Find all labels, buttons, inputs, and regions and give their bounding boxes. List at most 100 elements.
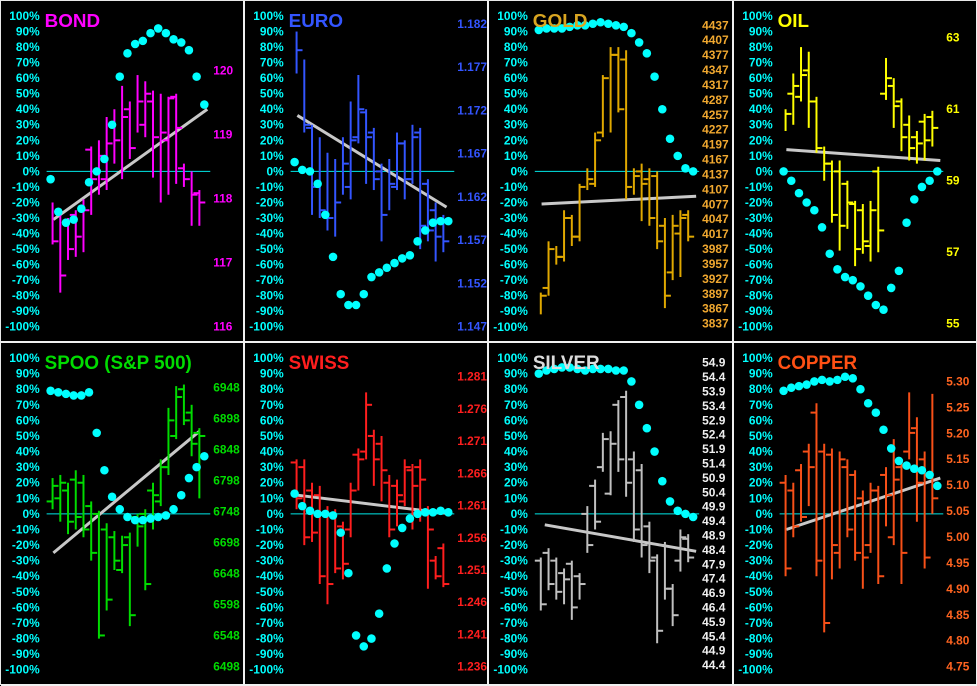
oscillator-dot	[115, 72, 125, 81]
right-price-axis: 6948 6898 6848 6798 6748 6698 6648 6598 6548 6498	[213, 381, 240, 674]
price-tick-label: 6648	[213, 567, 240, 581]
percent-tick-label: -20%	[745, 195, 773, 209]
swiss-chart: 100% 90%80% 70%60% 50% 40%30% 20%10% 0%-10% -20…	[249, 351, 487, 677]
oscillator-dot	[588, 364, 598, 374]
price-tick-label: 59	[946, 174, 960, 188]
oscillator-dot	[779, 167, 788, 176]
oscillator-dot	[909, 195, 919, 204]
price-tick-label: 44.4	[702, 658, 726, 672]
price-tick-label: 1.182	[457, 17, 487, 31]
percent-tick-label: 90%	[16, 367, 40, 381]
oscillator-dot	[871, 300, 881, 310]
percent-tick-label: 20%	[749, 133, 773, 147]
oscillator-dot	[603, 19, 613, 29]
oscillator-dot	[802, 380, 811, 389]
percent-tick-label: 70%	[749, 398, 773, 412]
oscillator-dot	[542, 366, 551, 375]
percent-tick-label: -70%	[12, 273, 40, 287]
oscillator-dot	[557, 24, 567, 33]
left-percent-axis: 100%90%80%70%60%50%40%30%20%10%0%-10%-20…	[5, 351, 40, 677]
price-tick-label: 50.9	[702, 471, 726, 485]
percent-tick-label: -40%	[12, 227, 40, 241]
gold-chart: 100% 90%80% 70%60% 50%40% 30%20% 10%0% -10%-20…	[493, 9, 729, 334]
oscillator-dot	[817, 375, 827, 385]
percent-tick-label: 40%	[749, 102, 773, 116]
left-percent-axis: 100%90%80%70%60%50%40%30%20%10%0%-10%-20…	[493, 9, 528, 334]
oscillator-dot	[848, 275, 858, 285]
price-tick-label: 3897	[702, 287, 729, 301]
percent-tick-label: -80%	[745, 632, 773, 646]
oscillator-dots	[46, 24, 209, 227]
percent-tick-label: 0%	[22, 507, 40, 521]
percent-tick-label: 90%	[16, 25, 40, 39]
oscillator-dot	[794, 381, 804, 391]
panel-silver: 100% 90% 80% 70% 60% 50% 40% 30% 20% 10% 0% -10% -20…	[489, 343, 734, 686]
oscillator-dot	[200, 100, 209, 109]
percent-tick-label: 80%	[260, 382, 284, 396]
oscillator-dot	[344, 300, 353, 310]
price-bars	[46, 384, 206, 639]
percent-tick-label: 10%	[504, 491, 528, 505]
oscillator-dot	[833, 375, 842, 385]
oscillator-dot	[933, 481, 942, 491]
percent-tick-label: -10%	[500, 180, 528, 194]
oscillator-dot	[374, 268, 384, 277]
oscillator-dot	[634, 400, 644, 410]
oscillator-dot	[61, 218, 71, 227]
oscillator-dot	[902, 461, 911, 470]
oscillator-dot	[420, 508, 430, 517]
panel-spoo: 100% 90% 80% 70% 60% 50% 40% 30% 20% 10% 0% -10% -20…	[1, 343, 245, 686]
percent-tick-label: -30%	[256, 211, 284, 225]
oscillator-dot	[650, 447, 659, 456]
percent-tick-label: 50%	[260, 87, 284, 101]
price-tick-label: 3987	[702, 242, 729, 256]
price-tick-label: 4377	[702, 48, 729, 62]
price-tick-label: 6898	[213, 412, 240, 426]
oscillator-dot	[840, 272, 850, 282]
percent-tick-label: -40%	[500, 227, 528, 241]
percent-tick-label: -50%	[500, 585, 528, 599]
panel-bond: 100% 90% 80% 70% 60% 50% 40% 30% 20% 10% 0% -10% -20…	[1, 1, 245, 343]
percent-tick-label: 10%	[749, 149, 773, 163]
percent-tick-label: -50%	[12, 242, 40, 256]
oscillator-dot	[290, 157, 299, 167]
oscillator-dot	[565, 22, 574, 32]
price-tick-label: 6848	[213, 443, 240, 457]
percent-tick-label: 100%	[742, 351, 773, 365]
percent-tick-label: -90%	[745, 647, 773, 661]
price-tick-label: 117	[213, 256, 233, 270]
percent-tick-label: -70%	[500, 273, 528, 287]
oscillator-dot	[856, 384, 865, 394]
percent-tick-label: -40%	[12, 569, 40, 583]
percent-tick-label: 50%	[749, 429, 773, 443]
oscillator-dots	[534, 17, 698, 176]
price-tick-label: 4017	[702, 227, 729, 241]
oscillator-dot	[444, 216, 453, 226]
percent-tick-label: -10%	[256, 180, 284, 194]
oscillator-dot	[298, 165, 307, 175]
percent-tick-label: 50%	[504, 429, 528, 443]
left-percent-axis: 100%90%80%70%60%50%40%30%20%10%0%-10%-20…	[493, 351, 528, 677]
oscillator-dot	[161, 28, 171, 38]
oscillator-dot	[351, 631, 361, 640]
percent-tick-label: -30%	[500, 211, 528, 225]
price-tick-label: 3927	[702, 272, 729, 286]
percent-tick-label: 60%	[504, 71, 528, 85]
percent-tick-label: -10%	[745, 180, 773, 194]
percent-tick-label: -60%	[500, 600, 528, 614]
price-tick-label: 48.4	[702, 543, 726, 557]
percent-tick-label: -90%	[500, 647, 528, 661]
price-tick-label: 51.9	[702, 442, 726, 456]
oscillator-dot	[634, 38, 644, 47]
percent-tick-label: 0%	[511, 164, 529, 178]
price-tick-label: 1.177	[457, 60, 487, 74]
oscillator-dot	[825, 249, 834, 259]
oil-chart: 100% 90%80% 70%60% 50%40% 30%20% 10%0% -10%-20…	[738, 9, 960, 334]
percent-tick-label: 60%	[260, 413, 284, 427]
oscillator-dot	[305, 167, 315, 176]
oscillator-dot	[344, 568, 353, 578]
oscillator-dot	[359, 289, 369, 299]
price-tick-label: 55	[946, 317, 960, 331]
percent-tick-label: -30%	[12, 554, 40, 568]
oscillator-dot	[627, 28, 636, 38]
